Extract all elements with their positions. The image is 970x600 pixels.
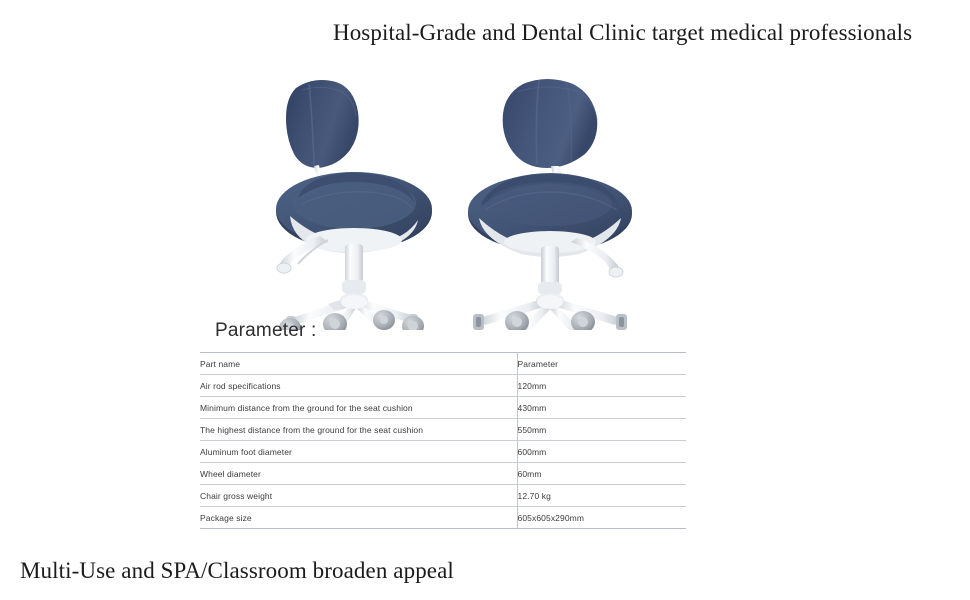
table-row: Air rod specifications 120mm — [200, 374, 686, 397]
table-row: Aluminum foot diameter 600mm — [200, 440, 686, 463]
footline-text: Multi-Use and SPA/Classroom broaden appe… — [20, 558, 454, 583]
caster-wheel — [279, 316, 301, 330]
caster-wheel — [373, 310, 395, 330]
table-header-row: Part name Parameter — [200, 352, 686, 375]
row-label: Minimum distance from the ground for the… — [200, 396, 518, 419]
specification-table: Part name Parameter Air rod specificatio… — [200, 352, 686, 529]
table-row: Minimum distance from the ground for the… — [200, 396, 686, 419]
caster-wheel — [571, 311, 595, 330]
column-header-part-name: Part name — [200, 352, 518, 375]
dental-stool-front-view — [468, 79, 632, 330]
row-value: 60mm — [517, 462, 686, 485]
caster-wheel — [402, 314, 424, 330]
caster-wheel — [505, 311, 529, 330]
parameter-heading: Parameter : — [215, 320, 317, 341]
table-row: The highest distance from the ground for… — [200, 418, 686, 441]
row-label: Package size — [200, 506, 518, 529]
row-value: 600mm — [517, 440, 686, 463]
table-row: Package size 605x605x290mm — [200, 506, 686, 529]
row-value: 12.70 kg — [517, 484, 686, 507]
column-header-parameter: Parameter — [517, 352, 686, 375]
dental-stool-three-quarter-view — [276, 80, 432, 330]
caster-wheel — [473, 314, 484, 330]
product-photo — [250, 68, 650, 330]
table-row: Wheel diameter 60mm — [200, 462, 686, 485]
row-label: The highest distance from the ground for… — [200, 418, 518, 441]
row-label: Wheel diameter — [200, 462, 518, 485]
row-value: 120mm — [517, 374, 686, 397]
table-body: Part name Parameter Air rod specificatio… — [200, 352, 686, 529]
row-value: 550mm — [517, 418, 686, 441]
headline-text: Hospital-Grade and Dental Clinic target … — [333, 20, 913, 45]
row-label: Air rod specifications — [200, 374, 518, 397]
row-label: Chair gross weight — [200, 484, 518, 507]
row-value: 605x605x290mm — [517, 506, 686, 529]
table-row: Chair gross weight 12.70 kg — [200, 484, 686, 507]
row-label: Aluminum foot diameter — [200, 440, 518, 463]
row-value: 430mm — [517, 396, 686, 419]
caster-wheel — [323, 313, 347, 330]
caster-wheel — [616, 314, 627, 330]
